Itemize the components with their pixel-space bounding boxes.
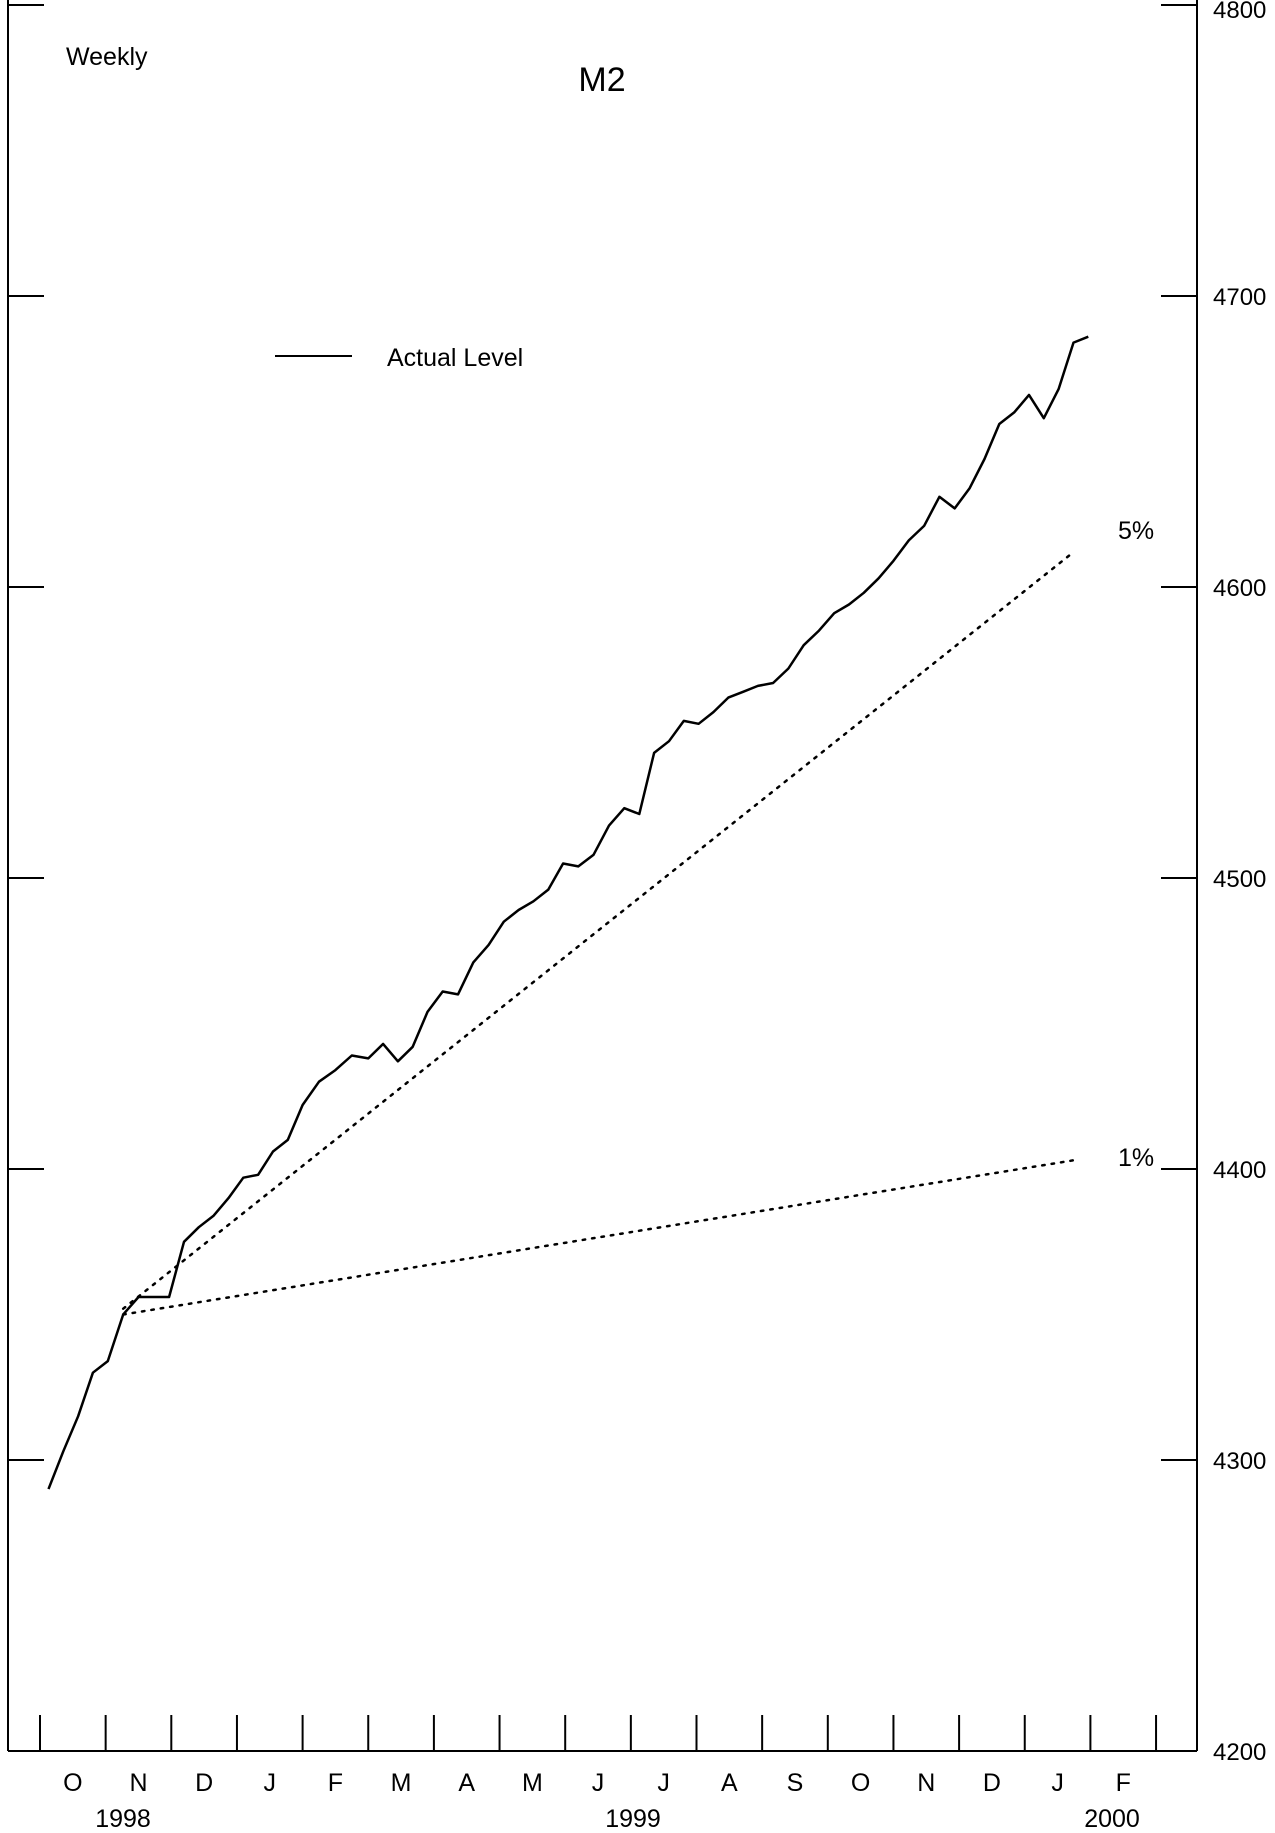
x-month-label: J <box>264 1769 277 1797</box>
x-year-label: 2000 <box>1084 1805 1140 1833</box>
x-month-label: D <box>195 1769 213 1797</box>
x-month-label: O <box>63 1769 82 1797</box>
x-month-label: M <box>522 1769 543 1797</box>
x-month-label: J <box>657 1769 670 1797</box>
y-tick-label: 4800 <box>1213 0 1266 24</box>
y-tick-label: 4200 <box>1213 1739 1266 1766</box>
x-axis-year-labels: 1998 1999 2000 <box>95 1805 1140 1833</box>
legend: Actual Level <box>275 344 523 372</box>
x-month-label: O <box>851 1769 870 1797</box>
y-tick-label: 4700 <box>1213 284 1266 311</box>
frequency-label: Weekly <box>66 43 148 71</box>
x-month-label: M <box>391 1769 412 1797</box>
x-month-label: S <box>787 1769 804 1797</box>
series-line-1 <box>121 1159 1075 1316</box>
x-axis-ticks <box>39 1715 1158 1751</box>
x-year-label: 1999 <box>605 1805 661 1833</box>
x-month-label: F <box>1116 1769 1131 1797</box>
x-month-label: J <box>1051 1769 1064 1797</box>
series-line-5 <box>121 550 1075 1310</box>
x-month-label: D <box>983 1769 1001 1797</box>
x-month-label: A <box>458 1769 475 1797</box>
legend-label-actual-level: Actual Level <box>387 344 523 372</box>
y-tick-label: 4400 <box>1213 1157 1266 1184</box>
y-axis-ticks: 4200 4300 4400 4500 4600 4700 4800 <box>8 0 1266 1766</box>
x-month-label: J <box>592 1769 605 1797</box>
chart-title: M2 <box>578 61 625 99</box>
series-label-5pct: 5% <box>1118 517 1154 545</box>
y-tick-label: 4300 <box>1213 1448 1266 1475</box>
series-line-actual-level <box>47 335 1089 1490</box>
x-year-label: 1998 <box>95 1805 151 1833</box>
x-month-label: F <box>328 1769 343 1797</box>
x-month-label: A <box>721 1769 738 1797</box>
series-lines <box>47 335 1089 1490</box>
x-month-label: N <box>917 1769 935 1797</box>
series-label-1pct: 1% <box>1118 1144 1154 1172</box>
y-tick-label: 4500 <box>1213 866 1266 893</box>
y-tick-label: 4600 <box>1213 575 1266 602</box>
x-month-label: N <box>129 1769 147 1797</box>
